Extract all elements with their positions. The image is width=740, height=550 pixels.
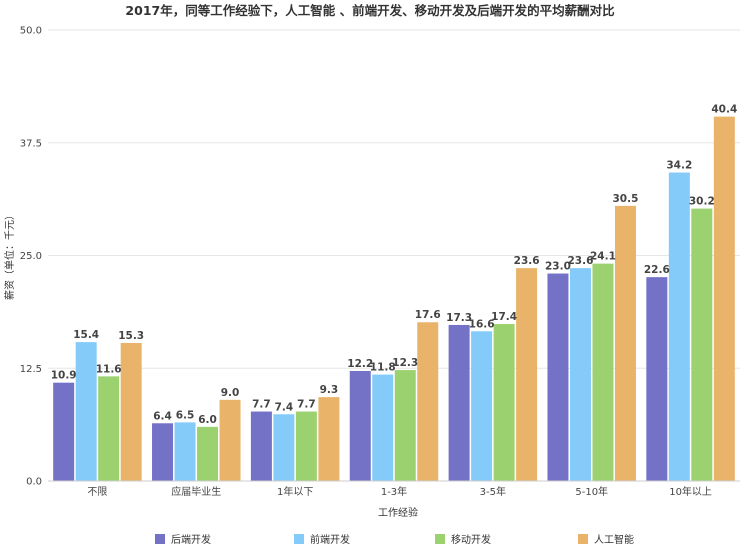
- bar: [372, 374, 394, 481]
- data-label: 11.8: [370, 362, 396, 374]
- data-label: 12.3: [392, 357, 418, 369]
- bar: [471, 331, 493, 481]
- bar: [250, 411, 272, 481]
- x-axis-ticks: 不限 应届毕业生 1年以下 1-3年 3-5年 5-10年 10年以上: [87, 485, 712, 498]
- data-label: 17.4: [491, 311, 517, 323]
- bar: [691, 208, 713, 481]
- bar: [547, 273, 569, 481]
- data-label: 6.0: [198, 414, 217, 426]
- y-tick-label: 37.5: [20, 138, 42, 149]
- legend-swatch: [155, 534, 165, 544]
- data-label: 30.2: [689, 196, 715, 208]
- bar: [120, 342, 142, 481]
- bar: [713, 116, 735, 481]
- bar: [349, 370, 371, 481]
- data-label: 7.4: [275, 401, 294, 413]
- legend-swatch: [294, 534, 304, 544]
- bar: [273, 414, 295, 481]
- legend-label: 人工智能: [594, 533, 634, 546]
- data-label: 24.1: [590, 251, 616, 263]
- data-label: 17.3: [446, 312, 472, 324]
- bars: [53, 116, 735, 482]
- data-label: 7.7: [252, 399, 271, 411]
- bar: [53, 382, 75, 481]
- data-label: 12.2: [347, 358, 373, 370]
- y-tick-label: 0.0: [26, 477, 42, 488]
- x-tick-label: 10年以上: [669, 485, 712, 498]
- bar: [592, 263, 614, 481]
- data-label: 40.4: [711, 104, 737, 116]
- data-label: 7.7: [297, 399, 316, 411]
- bar: [197, 426, 219, 481]
- legend: 后端开发 前端开发 移动开发 人工智能: [155, 533, 634, 546]
- data-label: 17.6: [415, 309, 441, 321]
- bar: [668, 172, 690, 482]
- data-label: 6.4: [153, 410, 172, 422]
- bar: [318, 397, 340, 481]
- x-tick-label: 不限: [87, 486, 107, 498]
- data-label: 9.0: [221, 387, 240, 399]
- bar: [394, 370, 416, 481]
- data-label: 22.6: [644, 264, 670, 276]
- data-label: 9.3: [320, 384, 339, 396]
- y-axis-ticks: 0.0 12.5 25.0 37.5 50.0: [20, 26, 42, 488]
- x-tick-label: 1年以下: [277, 485, 313, 498]
- grid-lines: [48, 29, 740, 482]
- data-label: 23.0: [545, 261, 571, 273]
- data-labels: 10.915.411.615.36.4 6.5 6.09.07.7 7.4 7.79.3…: [51, 104, 738, 426]
- bar: [646, 277, 668, 481]
- x-tick-label: 5-10年: [575, 485, 608, 498]
- data-label: 34.2: [666, 160, 692, 172]
- bar: [295, 411, 317, 481]
- bar: [75, 342, 97, 481]
- y-tick-label: 50.0: [20, 26, 42, 37]
- data-label: 10.9: [51, 370, 77, 382]
- legend-swatch: [578, 534, 588, 544]
- x-tick-label: 3-5年: [480, 485, 506, 498]
- bar: [516, 268, 538, 481]
- bar: [152, 423, 174, 481]
- x-axis-label: 工作经验: [378, 506, 418, 519]
- y-tick-label: 12.5: [20, 364, 42, 375]
- legend-label: 移动开发: [451, 533, 491, 546]
- bar: [448, 324, 470, 481]
- bar: [493, 324, 515, 481]
- y-tick-label: 25.0: [20, 251, 42, 262]
- legend-label: 前端开发: [310, 533, 350, 546]
- data-label: 15.3: [118, 330, 144, 342]
- data-label: 23.6: [514, 255, 540, 267]
- bar: [417, 322, 439, 481]
- x-tick-label: 应届毕业生: [171, 485, 221, 498]
- data-label: 16.6: [469, 318, 495, 330]
- bar: [219, 399, 241, 481]
- bar: [98, 376, 120, 481]
- data-label: 30.5: [613, 193, 639, 205]
- data-label: 6.5: [176, 409, 195, 421]
- bar: [569, 268, 591, 481]
- chart-title: 2017年，同等工作经验下，人工智能 、前端开发、移动开发及后端开发的平均薪酬对…: [125, 3, 615, 18]
- bar: [614, 205, 636, 481]
- bar: [174, 422, 196, 481]
- legend-swatch: [435, 534, 445, 544]
- data-label: 23.6: [568, 255, 594, 267]
- data-label: 15.4: [73, 329, 99, 341]
- y-axis-label: 薪资（单位：千元）: [3, 210, 16, 300]
- legend-label: 后端开发: [171, 533, 211, 546]
- x-tick-label: 1-3年: [381, 485, 407, 498]
- data-label: 11.6: [96, 363, 122, 375]
